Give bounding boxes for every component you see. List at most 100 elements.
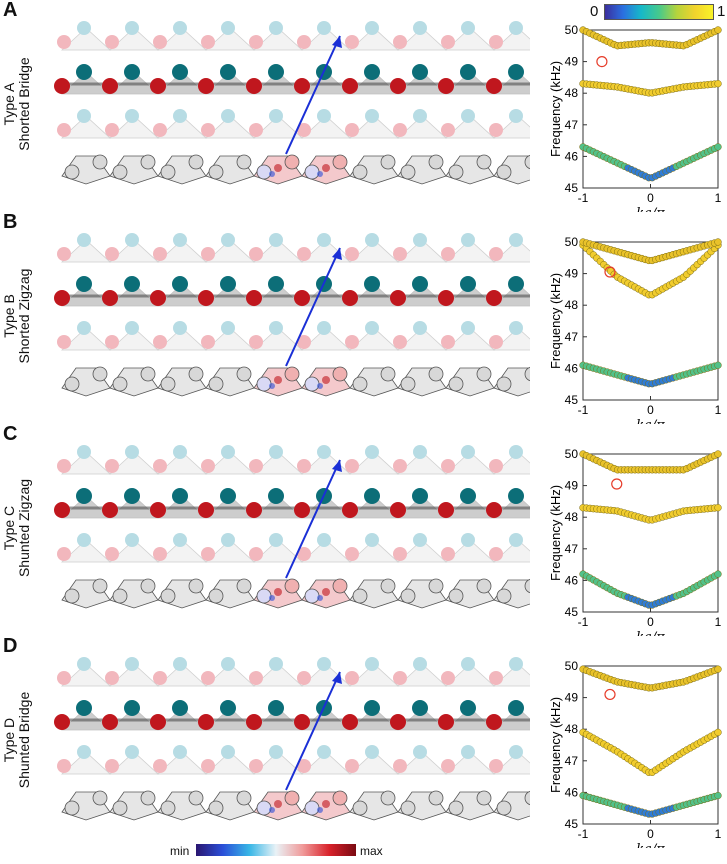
panel-d: D Type D Shunted Bridge 45 46 47 48 49 50 -1 0 1… <box>0 635 727 848</box>
bulk-node-blue <box>221 233 235 247</box>
unit-cell-node <box>400 164 416 180</box>
bulk-node-blue <box>365 109 379 123</box>
lattice-cell <box>444 239 496 263</box>
unit-cell-node <box>140 154 156 170</box>
unit-cell-node <box>64 376 80 392</box>
bulk-node-red <box>201 335 215 349</box>
bulk-node-red <box>489 123 503 137</box>
lattice-cell <box>252 327 304 351</box>
direction-arrowhead <box>332 460 342 472</box>
lattice-cell <box>492 27 530 51</box>
lattice-cell <box>252 239 304 263</box>
band-point <box>714 728 722 737</box>
panel-letter: B <box>3 211 18 233</box>
bulk-node-red <box>441 671 455 685</box>
edge-node-teal <box>508 700 524 716</box>
panel-type-label: Type D Shunted Bridge <box>1 670 34 810</box>
edge-node-red <box>102 502 118 518</box>
lattice-cell <box>60 451 112 475</box>
bulk-node-red <box>441 123 455 137</box>
edge-node-teal <box>508 276 524 292</box>
x-tick-label: -1 <box>578 827 589 841</box>
lattice-cell <box>492 115 530 139</box>
x-tick-label: 0 <box>647 827 654 841</box>
y-tick-label: 45 <box>565 181 579 195</box>
bulk-node-blue <box>461 321 475 335</box>
unit-cell-node <box>284 366 300 382</box>
field-colorbar-min: min <box>170 844 190 858</box>
unit-cell-node <box>160 164 176 180</box>
lattice-cell <box>396 539 448 563</box>
bulk-node-red <box>249 123 263 137</box>
bulk-node-red <box>153 759 167 773</box>
edge-node-teal <box>268 700 284 716</box>
edge-node-teal <box>412 488 428 504</box>
bulk-node-blue <box>509 445 523 459</box>
band-structure-chart: 45 46 47 48 49 50 -1 0 1 Frequency (kHz) ka/π <box>548 659 722 848</box>
edge-node-red <box>390 502 406 518</box>
unit-cell-node <box>188 154 204 170</box>
edge-node-red <box>342 290 358 306</box>
panel-b: B Type B Shorted Zigzag 45 46 47 48 49 50 -1 0 1… <box>0 211 727 424</box>
bulk-node-blue <box>269 657 283 671</box>
bulk-node-blue <box>77 657 91 671</box>
unit-cell-node <box>496 588 512 604</box>
bulk-node-red <box>345 335 359 349</box>
edge-node-teal <box>268 64 284 80</box>
bulk-node-blue <box>173 745 187 759</box>
lattice-cell <box>60 327 112 351</box>
edge-node-red <box>198 714 214 730</box>
value-colorbar: 0 1 <box>590 3 727 20</box>
unit-cell-node <box>332 790 348 806</box>
unit-cell-node <box>188 366 204 382</box>
unit-cell-node <box>400 800 416 816</box>
lattice-cell <box>108 327 160 351</box>
unit-cell-node <box>236 366 252 382</box>
lattice-cell <box>156 751 208 775</box>
unit-cell-node <box>428 154 444 170</box>
bulk-node-red <box>201 547 215 561</box>
unit-cell-node <box>236 790 252 806</box>
type-code: Type B <box>1 294 17 338</box>
edge-node-teal <box>220 700 236 716</box>
y-tick-label: 46 <box>565 785 579 799</box>
bulk-node-red <box>249 547 263 561</box>
edge-node-teal <box>364 276 380 292</box>
edge-node-red <box>438 502 454 518</box>
lattice-cell <box>444 539 496 563</box>
bulk-node-blue <box>317 321 331 335</box>
unit-cell-node <box>92 366 108 382</box>
field-hotspot <box>274 376 282 384</box>
bulk-node-red <box>345 459 359 473</box>
bulk-node-red <box>297 247 311 261</box>
edge-node-red <box>342 714 358 730</box>
y-axis-label: Frequency (kHz) <box>548 697 563 793</box>
lattice-cell <box>348 239 400 263</box>
bulk-node-red <box>57 35 71 49</box>
field-hotspot <box>322 800 330 808</box>
edge-node-teal <box>76 64 92 80</box>
bulk-node-blue <box>269 445 283 459</box>
bulk-node-red <box>393 35 407 49</box>
unit-cell-node <box>236 154 252 170</box>
edge-node-red <box>294 78 310 94</box>
bulk-node-red <box>345 35 359 49</box>
y-tick-label: 45 <box>565 817 579 831</box>
y-tick-label: 46 <box>565 573 579 587</box>
edge-node-red <box>390 714 406 730</box>
highlight-marker <box>604 266 616 278</box>
lattice-cell <box>252 27 304 51</box>
bulk-node-red <box>105 459 119 473</box>
unit-cell-node <box>64 800 80 816</box>
unit-cell-node <box>256 800 272 816</box>
bulk-node-red <box>153 247 167 261</box>
bulk-node-red <box>153 335 167 349</box>
direction-arrow <box>285 35 341 155</box>
bulk-node-blue <box>269 745 283 759</box>
lattice-cell <box>60 751 112 775</box>
unit-cell-node <box>92 578 108 594</box>
bulk-node-red <box>153 123 167 137</box>
band-point <box>714 26 722 34</box>
lattice-cell <box>444 751 496 775</box>
edge-node-red <box>246 502 262 518</box>
